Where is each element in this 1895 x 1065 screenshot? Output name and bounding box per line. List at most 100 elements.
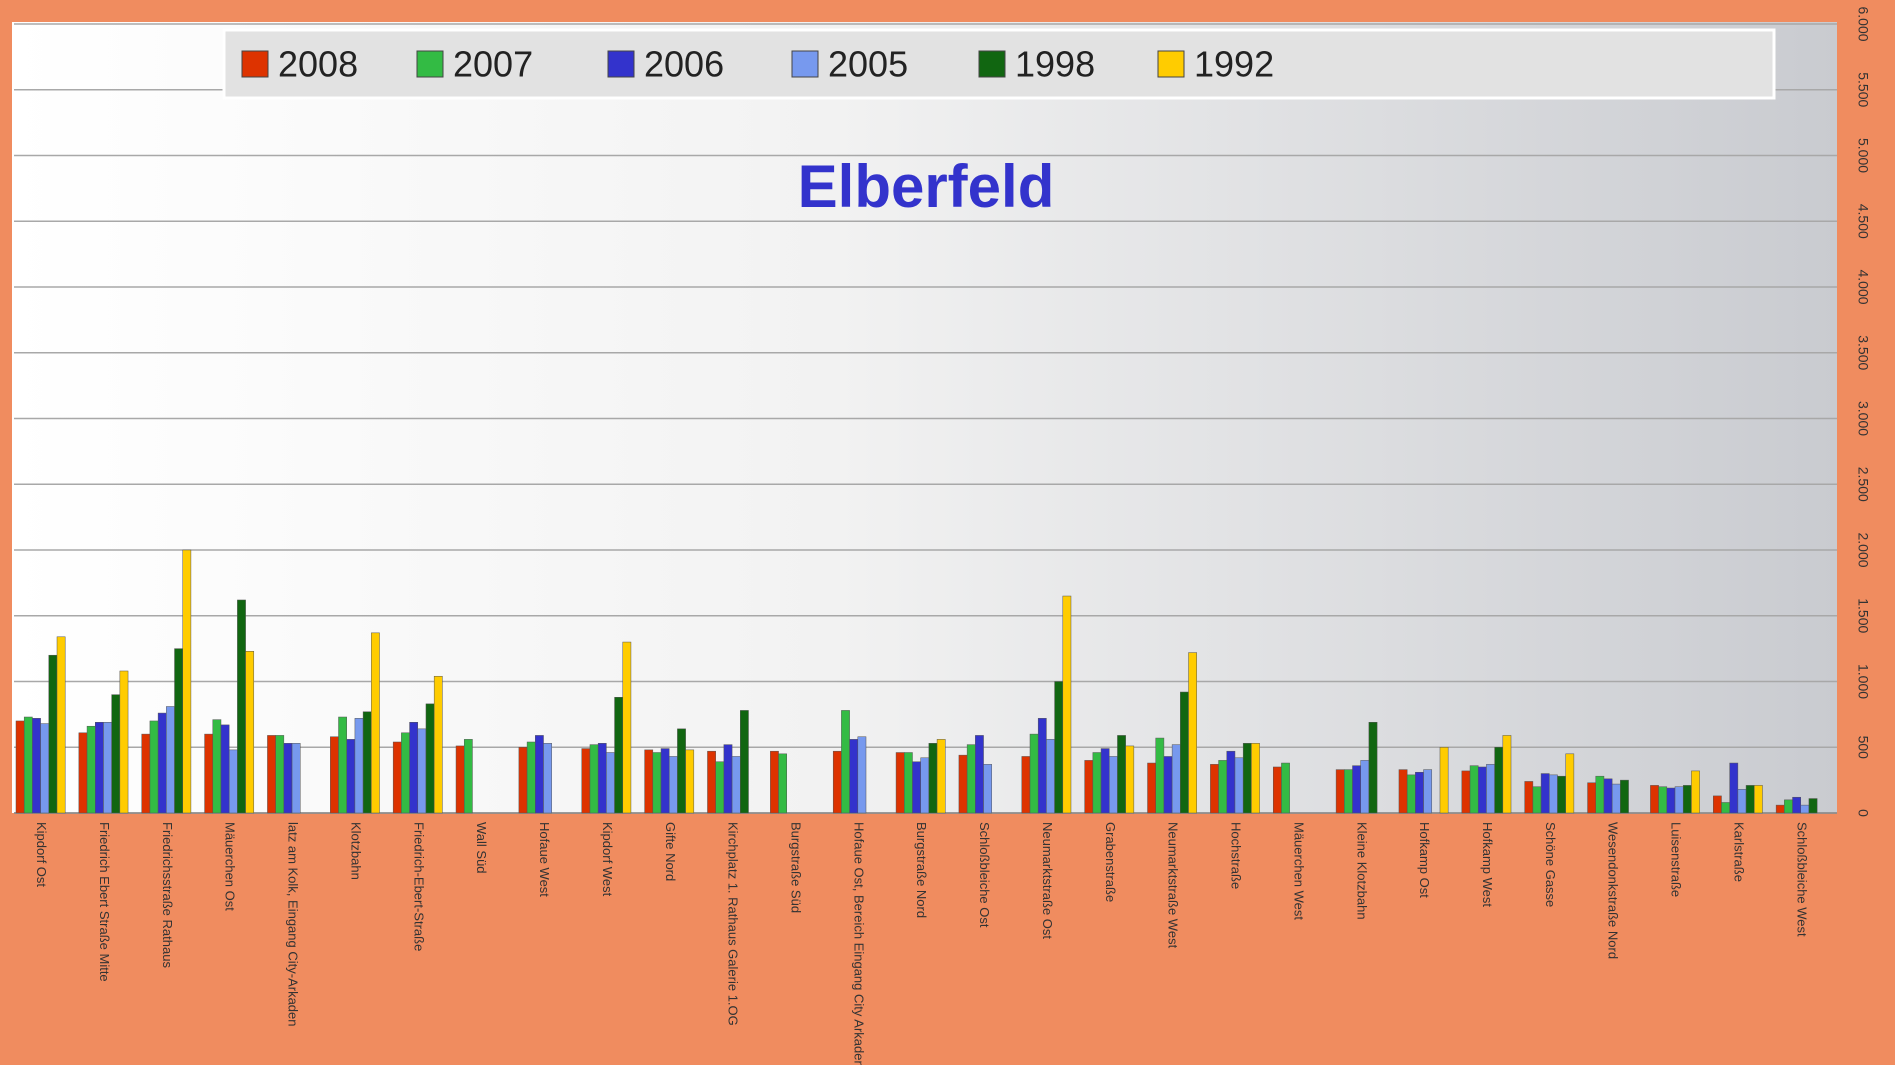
y-tick-label: 4.500: [1855, 204, 1871, 239]
bar: [1189, 653, 1197, 813]
bar: [1470, 766, 1478, 813]
bar: [1126, 746, 1134, 813]
bar: [1486, 764, 1494, 813]
bar: [142, 734, 150, 813]
bar: [1415, 772, 1423, 813]
bar: [1085, 760, 1093, 813]
bar: [606, 753, 614, 813]
x-tick-label: latz am Kolk, Eingang City-Arkaden: [286, 822, 301, 1026]
bar: [716, 762, 724, 813]
bar: [1148, 763, 1156, 813]
bar: [686, 750, 694, 813]
bar: [410, 722, 418, 813]
x-tick-label: Klotzbahn: [348, 822, 363, 880]
x-tick-label: Wesendonkstraße Nord: [1606, 822, 1621, 959]
x-tick-label: Friedrich Ebert Straße Mitte: [97, 822, 112, 982]
y-tick-label: 3.500: [1855, 335, 1871, 370]
bar: [1038, 718, 1046, 813]
x-tick-label: Kipdorf Ost: [34, 822, 49, 887]
bar: [975, 735, 983, 813]
x-tick-label: Luisenstraße: [1669, 822, 1684, 897]
bar: [426, 704, 434, 813]
legend-label: 1998: [1015, 44, 1095, 85]
bar: [858, 737, 866, 813]
bar: [1219, 760, 1227, 813]
bar: [1713, 796, 1721, 813]
bar: [1776, 805, 1784, 813]
x-tick-label: Mäuerchen Ost: [223, 822, 238, 911]
x-tick-label: Mäuerchen West: [1291, 822, 1306, 920]
bar: [1738, 789, 1746, 813]
bar: [1063, 596, 1071, 813]
y-tick-label: 5.000: [1855, 138, 1871, 173]
legend-label: 2008: [278, 44, 358, 85]
bar: [1336, 770, 1344, 813]
bar: [292, 743, 300, 813]
bar: [464, 739, 472, 813]
bar: [95, 722, 103, 813]
bar: [707, 751, 715, 813]
y-tick-label: 2.000: [1855, 532, 1871, 567]
y-tick-label: 6.000: [1855, 6, 1871, 41]
bar: [1620, 780, 1628, 813]
bar: [1030, 734, 1038, 813]
y-tick-label: 5.500: [1855, 72, 1871, 107]
bar: [267, 735, 275, 813]
bar: [1281, 763, 1289, 813]
bar: [183, 550, 191, 813]
bar: [1235, 758, 1243, 813]
legend-label: 2005: [828, 44, 908, 85]
bar: [1172, 745, 1180, 813]
bar: [1675, 787, 1683, 813]
bar: [967, 745, 975, 813]
chart: 05001.0001.5002.0002.5003.0003.5004.0004…: [0, 0, 1895, 1065]
x-tick-label: Burgstraße Süd: [789, 822, 804, 913]
bar: [1210, 764, 1218, 813]
bar: [120, 671, 128, 813]
bar: [401, 733, 409, 813]
bar: [1801, 805, 1809, 813]
bar: [434, 676, 442, 813]
bar: [582, 749, 590, 813]
x-tick-label: Kirchplatz 1. Rathaus Galerie 1.OG: [726, 822, 741, 1026]
bar: [1809, 799, 1817, 813]
x-tick-label: Friedrich-Ebert-Straße: [411, 822, 426, 951]
bar: [246, 651, 254, 813]
bar: [623, 642, 631, 813]
bar: [41, 724, 49, 813]
bar: [103, 722, 111, 813]
bar: [1588, 783, 1596, 813]
bar: [371, 633, 379, 813]
bar: [1117, 735, 1125, 813]
bar: [1361, 760, 1369, 813]
legend-swatch: [979, 51, 1005, 77]
bar: [669, 756, 677, 813]
bar: [1353, 766, 1361, 813]
bar: [1784, 800, 1792, 813]
x-tick-label: Kipdorf West: [600, 822, 615, 897]
bar: [850, 739, 858, 813]
x-tick-label: Burgstraße Nord: [914, 822, 929, 918]
legend-swatch: [1158, 51, 1184, 77]
bar: [1683, 785, 1691, 813]
x-tick-label: Neumarktstraße Ost: [1040, 822, 1055, 939]
x-tick-label: Friedrichsstraße Rathaus: [160, 822, 175, 968]
bar: [841, 710, 849, 813]
bar: [740, 710, 748, 813]
bar: [79, 733, 87, 813]
bar: [653, 753, 661, 813]
bar: [724, 745, 732, 813]
x-tick-label: Schloßbleiche Ost: [977, 822, 992, 928]
x-tick-label: Hofaue Ost, Bereich Eingang City Arkaden: [851, 822, 866, 1065]
bar: [1407, 775, 1415, 813]
bar: [1424, 770, 1432, 813]
bar: [770, 751, 778, 813]
x-tick-label: Wall Süd: [474, 822, 489, 874]
bar: [1046, 739, 1054, 813]
bar: [615, 697, 623, 813]
x-tick-label: Grabenstraße: [1103, 822, 1118, 902]
legend-swatch: [792, 51, 818, 77]
bar: [1746, 785, 1754, 813]
bar: [598, 743, 606, 813]
bar: [1721, 802, 1729, 813]
